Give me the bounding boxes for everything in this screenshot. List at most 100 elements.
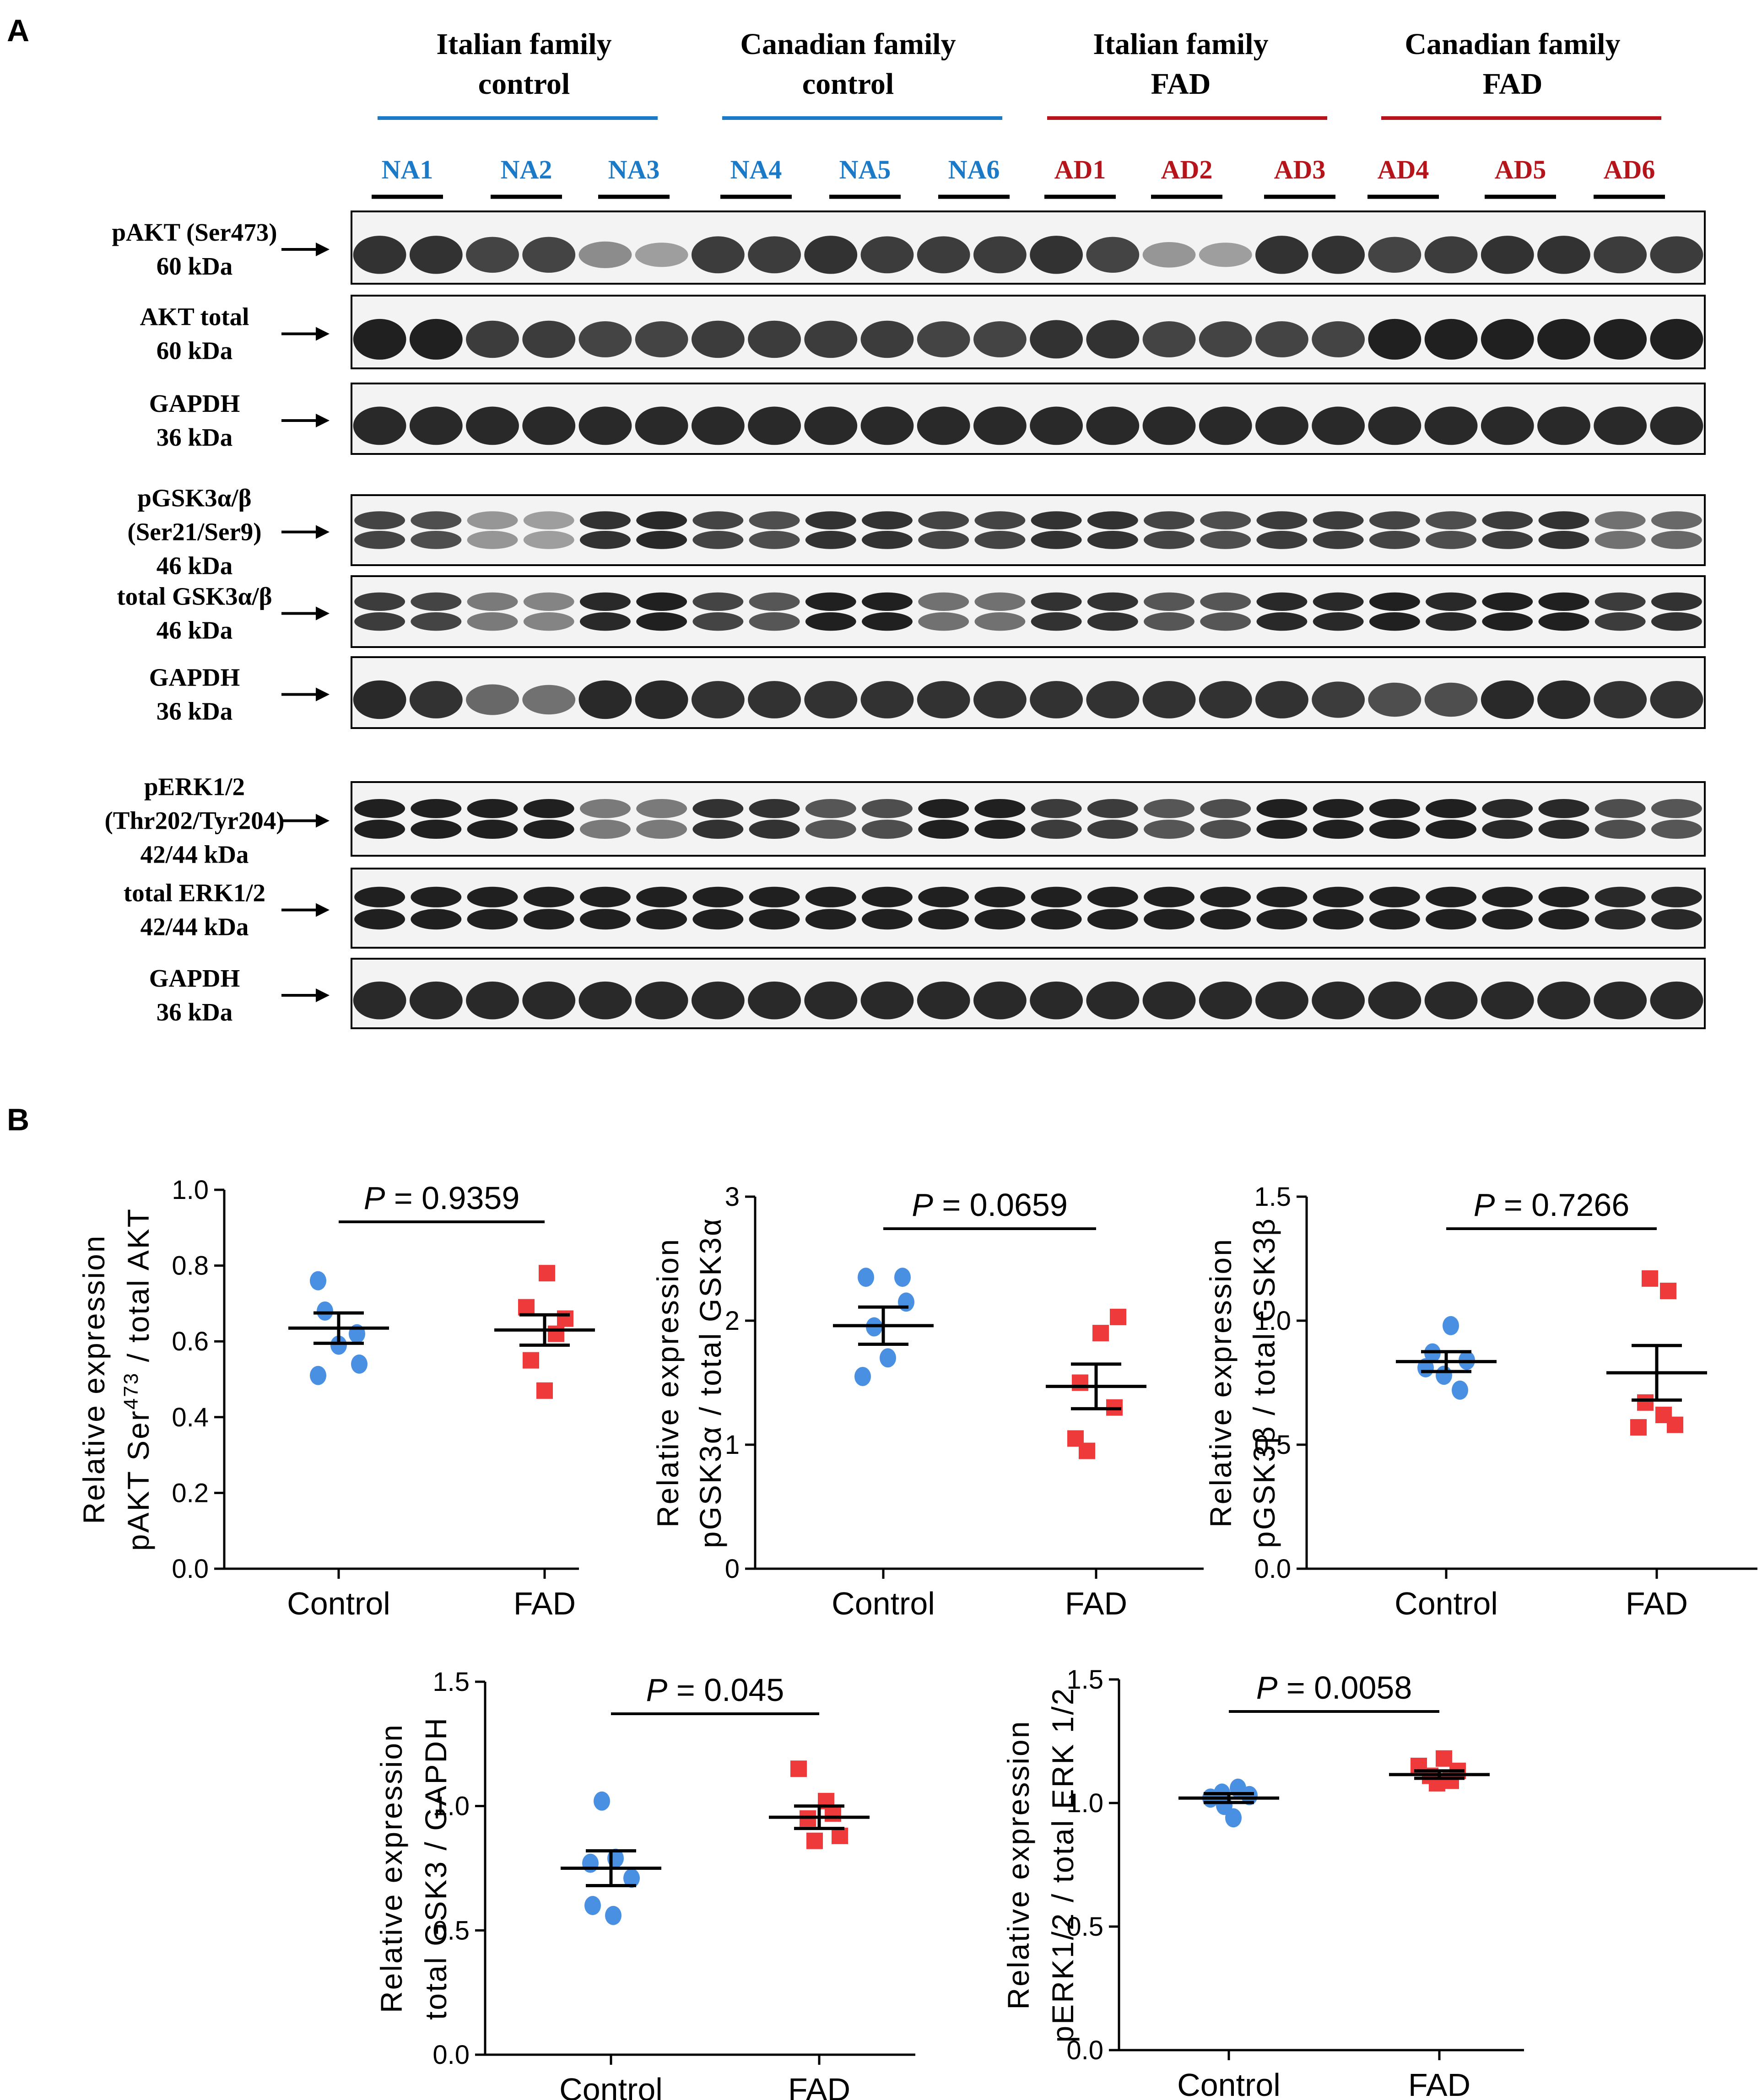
blot-band	[409, 319, 463, 360]
blot-band	[1426, 886, 1477, 907]
blot-band	[862, 531, 913, 549]
blot-band	[1086, 406, 1140, 445]
blot-strip: pERK1/2 (Thr202/Tyr204) 42/44 kDa	[104, 773, 1706, 869]
sample-label: NA1	[382, 155, 433, 184]
blot-label: 36 kDa	[157, 423, 233, 451]
blot-frame	[351, 211, 1706, 285]
panel-b-label: B	[7, 1102, 29, 1137]
blot-band	[1482, 820, 1533, 839]
blot-band	[354, 799, 405, 818]
blot-band	[467, 799, 518, 818]
p-value: P = 0.045	[646, 1672, 784, 1708]
blot-band	[1594, 511, 1646, 529]
blot-band	[1482, 612, 1533, 631]
group-title-line1: Canadian family	[1405, 27, 1620, 61]
blot-band	[636, 592, 687, 611]
data-point-fad	[1642, 1270, 1658, 1287]
blot-band	[1537, 236, 1590, 274]
blot-band	[1256, 886, 1308, 907]
blot-band	[1144, 531, 1194, 549]
blot-band	[411, 820, 462, 839]
blot-band	[1426, 909, 1477, 930]
blot-band	[1031, 531, 1082, 549]
blot-band	[1144, 511, 1194, 529]
blot-band	[1537, 319, 1590, 360]
blot-band	[974, 799, 1026, 818]
blot-band	[692, 531, 744, 549]
p-value-italic: P	[1256, 1670, 1278, 1706]
blot-band	[1369, 820, 1420, 839]
blot-band	[1651, 820, 1702, 839]
y-tick-label: 0.2	[172, 1478, 209, 1508]
blot-frame	[351, 656, 1706, 729]
blot-label: (Ser21/Ser9)	[127, 518, 261, 546]
blot-band	[1256, 612, 1308, 631]
blot-band	[1424, 406, 1478, 445]
data-point-control	[1241, 1786, 1258, 1805]
blot-band	[1142, 681, 1196, 718]
blot-band	[1031, 909, 1082, 930]
blot-band	[1594, 799, 1646, 818]
blot-band	[1481, 236, 1534, 274]
blot-band	[1594, 820, 1646, 839]
blot-band	[411, 886, 462, 907]
blot-band	[692, 909, 744, 930]
blot-band	[974, 612, 1026, 631]
blot-arrow-head	[316, 525, 330, 539]
blot-band	[522, 981, 576, 1020]
x-tick-label: Control	[832, 1586, 935, 1621]
data-point-control	[898, 1292, 914, 1312]
y-tick-label: 1.5	[1254, 1182, 1291, 1212]
blot-band	[522, 406, 576, 445]
y-axis-title-line2: total GSK3 / GAPDH	[419, 1717, 453, 2020]
blot-band	[1200, 511, 1251, 529]
blot-band	[1255, 981, 1308, 1020]
blot-band	[1255, 406, 1308, 445]
blot-band	[578, 241, 632, 268]
blot-band	[1200, 612, 1251, 631]
blot-band	[1313, 909, 1364, 930]
blot-band	[1256, 531, 1308, 549]
blot-band	[579, 886, 631, 907]
blot-band	[1538, 531, 1589, 549]
blot-band	[749, 799, 800, 818]
blot-band	[805, 909, 856, 930]
group-title-line1: Italian family	[1093, 27, 1268, 61]
chart: 0 1 2 3 Control FAD Relative expression pGSK3α …	[651, 1182, 1204, 1621]
sample-label: AD6	[1604, 155, 1655, 184]
y-axis-title-line1: Relative expression	[1001, 1720, 1035, 2010]
blot-band	[1650, 406, 1703, 445]
blot-band	[749, 612, 800, 631]
blot-frame	[351, 383, 1706, 455]
blot-band	[1256, 909, 1308, 930]
data-point-fad	[1637, 1394, 1654, 1411]
blot-band	[1482, 531, 1533, 549]
y-axis-title-line2: pERK1/2 / total ERK 1/2	[1046, 1687, 1080, 2042]
blot-band	[805, 531, 856, 549]
y-axis-title-part: / total AKT	[121, 1208, 155, 1372]
blot-band	[860, 406, 914, 445]
blot-band	[522, 320, 576, 358]
blot-band	[1651, 909, 1702, 930]
data-point-control	[351, 1354, 368, 1374]
blot-band	[467, 531, 518, 549]
blot-band	[1144, 886, 1194, 907]
blot-label: GAPDH	[149, 964, 240, 992]
blot-band	[1650, 981, 1703, 1020]
x-tick-label: FAD	[788, 2072, 850, 2100]
blot-band	[1368, 406, 1421, 445]
blot-label: 60 kDa	[157, 252, 233, 280]
x-tick-label: Control	[1177, 2067, 1281, 2100]
blot-band	[1142, 981, 1196, 1020]
y-tick-label: 0.0	[432, 2040, 470, 2070]
blot-band	[466, 320, 519, 358]
blot-band	[1594, 531, 1646, 549]
blot-band	[692, 612, 744, 631]
blot-strip: pGSK3α/β (Ser21/Ser9) 46 kDa	[127, 484, 1706, 580]
data-point-fad	[806, 1832, 823, 1849]
blot-band	[409, 406, 463, 445]
blot-band	[466, 981, 519, 1020]
blot-band	[1030, 320, 1083, 359]
blot-band	[411, 511, 462, 529]
